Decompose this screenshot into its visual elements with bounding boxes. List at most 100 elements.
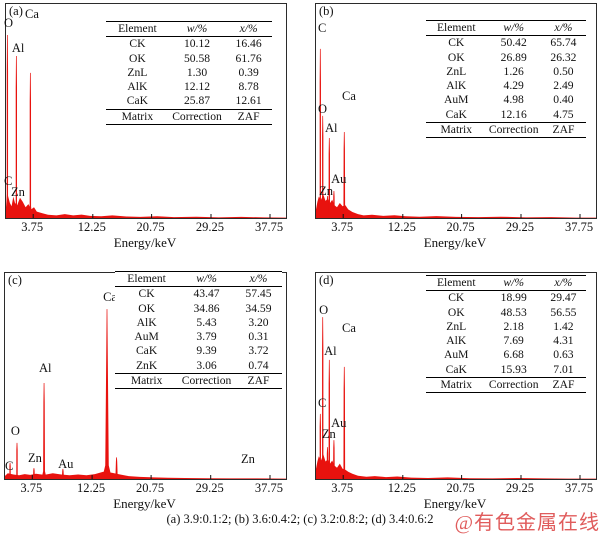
x-tick-label: 29.25 — [195, 481, 224, 495]
col-header: Element — [106, 20, 169, 38]
cell: CK — [448, 36, 465, 50]
cell: AuM — [134, 330, 159, 344]
cell: 0.39 — [238, 65, 259, 79]
col-header: w/% — [486, 274, 541, 292]
col-header: x/% — [540, 274, 586, 292]
cell: CaK — [445, 362, 467, 376]
panel-letter: (a) — [9, 4, 23, 18]
quant-table-c: Element w/% x/% CK 43.47 57.45 OK 34.86 34.59 AlK… — [115, 270, 282, 390]
x-tick-label: 37.75 — [254, 220, 284, 234]
cell: 6.68 — [503, 348, 524, 362]
cell: 0.74 — [248, 358, 269, 372]
table-row: AlK 7.69 4.31 — [426, 334, 586, 348]
cell: 26.89 — [500, 50, 527, 64]
table-row: ZnL 1.26 0.50 — [426, 65, 586, 79]
peak-label-au: Au — [331, 415, 347, 430]
cell: CaK — [126, 94, 149, 108]
cell: AuM — [444, 93, 469, 107]
table-row: CaK 9.39 3.72 — [115, 344, 282, 358]
table-footer-row: Matrix Correction ZAF — [115, 373, 282, 390]
cell: 48.53 — [500, 305, 527, 319]
figure-caption: (a) 3.9:0.1:2; (b) 3.6:0.4:2; (c) 3.2:0.… — [166, 512, 434, 526]
cell: Matrix — [106, 108, 169, 126]
table-row: AuM 6.68 0.63 — [426, 348, 586, 362]
cell: AlK — [136, 315, 157, 329]
cell: CaK — [445, 107, 467, 121]
peak-label-o: O — [317, 102, 327, 117]
cell: 0.50 — [553, 64, 574, 78]
table-row: AlK 5.43 3.20 — [115, 316, 282, 330]
table-row: CK 43.47 57.45 — [115, 287, 282, 302]
cell: OK — [138, 301, 155, 315]
peak-label-o: O — [319, 302, 329, 317]
table-row: ZnK 3.06 0.74 — [115, 359, 282, 374]
spectrum-svg-d — [316, 317, 596, 479]
cell: ZnL — [446, 319, 467, 333]
x-tick-label: 20.75 — [446, 220, 475, 234]
cell: 57.45 — [245, 287, 272, 301]
cell: 56.55 — [550, 305, 577, 319]
cell: 2.49 — [553, 79, 574, 93]
x-tick-label: 3.75 — [331, 481, 354, 495]
cell: 3.79 — [196, 330, 217, 344]
peak-label-zn: Zn — [241, 452, 255, 467]
peak-label-o: O — [10, 424, 20, 439]
col-header: w/% — [486, 19, 541, 37]
cell: 50.58 — [183, 51, 211, 65]
quant-table-d: Element w/% x/% CK 18.99 29.47 OK 48.53 56.55 ZnL… — [426, 274, 586, 394]
peak-label-zn: Zn — [321, 426, 336, 441]
cell: 9.39 — [196, 344, 217, 358]
watermark: @有色金属在线 — [454, 512, 600, 534]
cell: 5.43 — [196, 315, 217, 329]
cell: 1.42 — [553, 319, 574, 333]
peak-label-ca: Ca — [103, 289, 117, 304]
x-tick-label: 20.75 — [136, 220, 165, 234]
cell: 0.63 — [553, 348, 574, 362]
panel-a: (a) Ca O Al C Zn Element w/% x/% CK 10.12 16.46 OK… — [0, 0, 300, 264]
peak-label-c: C — [317, 396, 327, 410]
peak-label-zn: Zn — [11, 184, 25, 199]
x-tick-label: 37.75 — [564, 220, 594, 234]
x-tick-label: 29.25 — [505, 220, 535, 234]
peak-label-c: C — [317, 20, 327, 35]
cell: 15.93 — [500, 362, 527, 376]
col-header: w/% — [178, 270, 235, 288]
x-axis-ticks: 3.75 12.25 20.75 29.25 37.75 — [315, 220, 595, 235]
panel-b: (b) C Ca O Al Au Zn Element w/% x/% CK 50.42 65.74… — [310, 0, 600, 264]
cell: 3.20 — [248, 315, 269, 329]
cell: 43.47 — [193, 287, 220, 301]
cell: 10.12 — [183, 37, 211, 51]
cell: 8.78 — [238, 80, 259, 94]
table-row: AlK 12.12 8.78 — [106, 80, 272, 94]
table-row: AuM 4.98 0.40 — [426, 93, 586, 107]
peak-label-c: C — [4, 174, 13, 189]
cell: OK — [129, 51, 146, 65]
table-row: AuM 3.79 0.31 — [115, 330, 282, 344]
table-row: OK 50.58 61.76 — [106, 52, 272, 66]
x-axis-ticks: 3.75 12.25 20.75 29.25 37.75 — [315, 481, 595, 496]
table-row: CK 10.12 16.46 — [106, 37, 272, 52]
cell: 12.12 — [183, 80, 211, 94]
cell: CK — [138, 287, 155, 301]
x-tick-label: 20.75 — [136, 481, 165, 495]
cell: Correction — [168, 108, 226, 126]
table-header-row: Element w/% x/% — [115, 270, 282, 288]
cell: 34.86 — [193, 301, 220, 315]
cell: AlK — [127, 80, 148, 94]
col-header: Element — [426, 19, 487, 37]
table-row: ZnL 1.30 0.39 — [106, 66, 272, 80]
peak-label-ca: Ca — [342, 321, 356, 336]
cell: Correction — [486, 377, 541, 394]
cell: 26.32 — [550, 50, 577, 64]
col-header: w/% — [168, 20, 226, 38]
cell: AuM — [444, 348, 469, 362]
x-axis-label: Energy/keV — [113, 235, 177, 250]
table-header-row: Element w/% x/% — [106, 20, 272, 38]
x-tick-label: 29.25 — [195, 220, 225, 234]
x-axis-label: Energy/keV — [423, 496, 487, 511]
table-footer-row: Matrix Correction ZAF — [426, 122, 586, 139]
cell: CK — [448, 291, 465, 305]
table-row: ZnL 2.18 1.42 — [426, 320, 586, 334]
peak-label-au: Au — [331, 172, 347, 187]
cell: 1.30 — [186, 65, 208, 79]
